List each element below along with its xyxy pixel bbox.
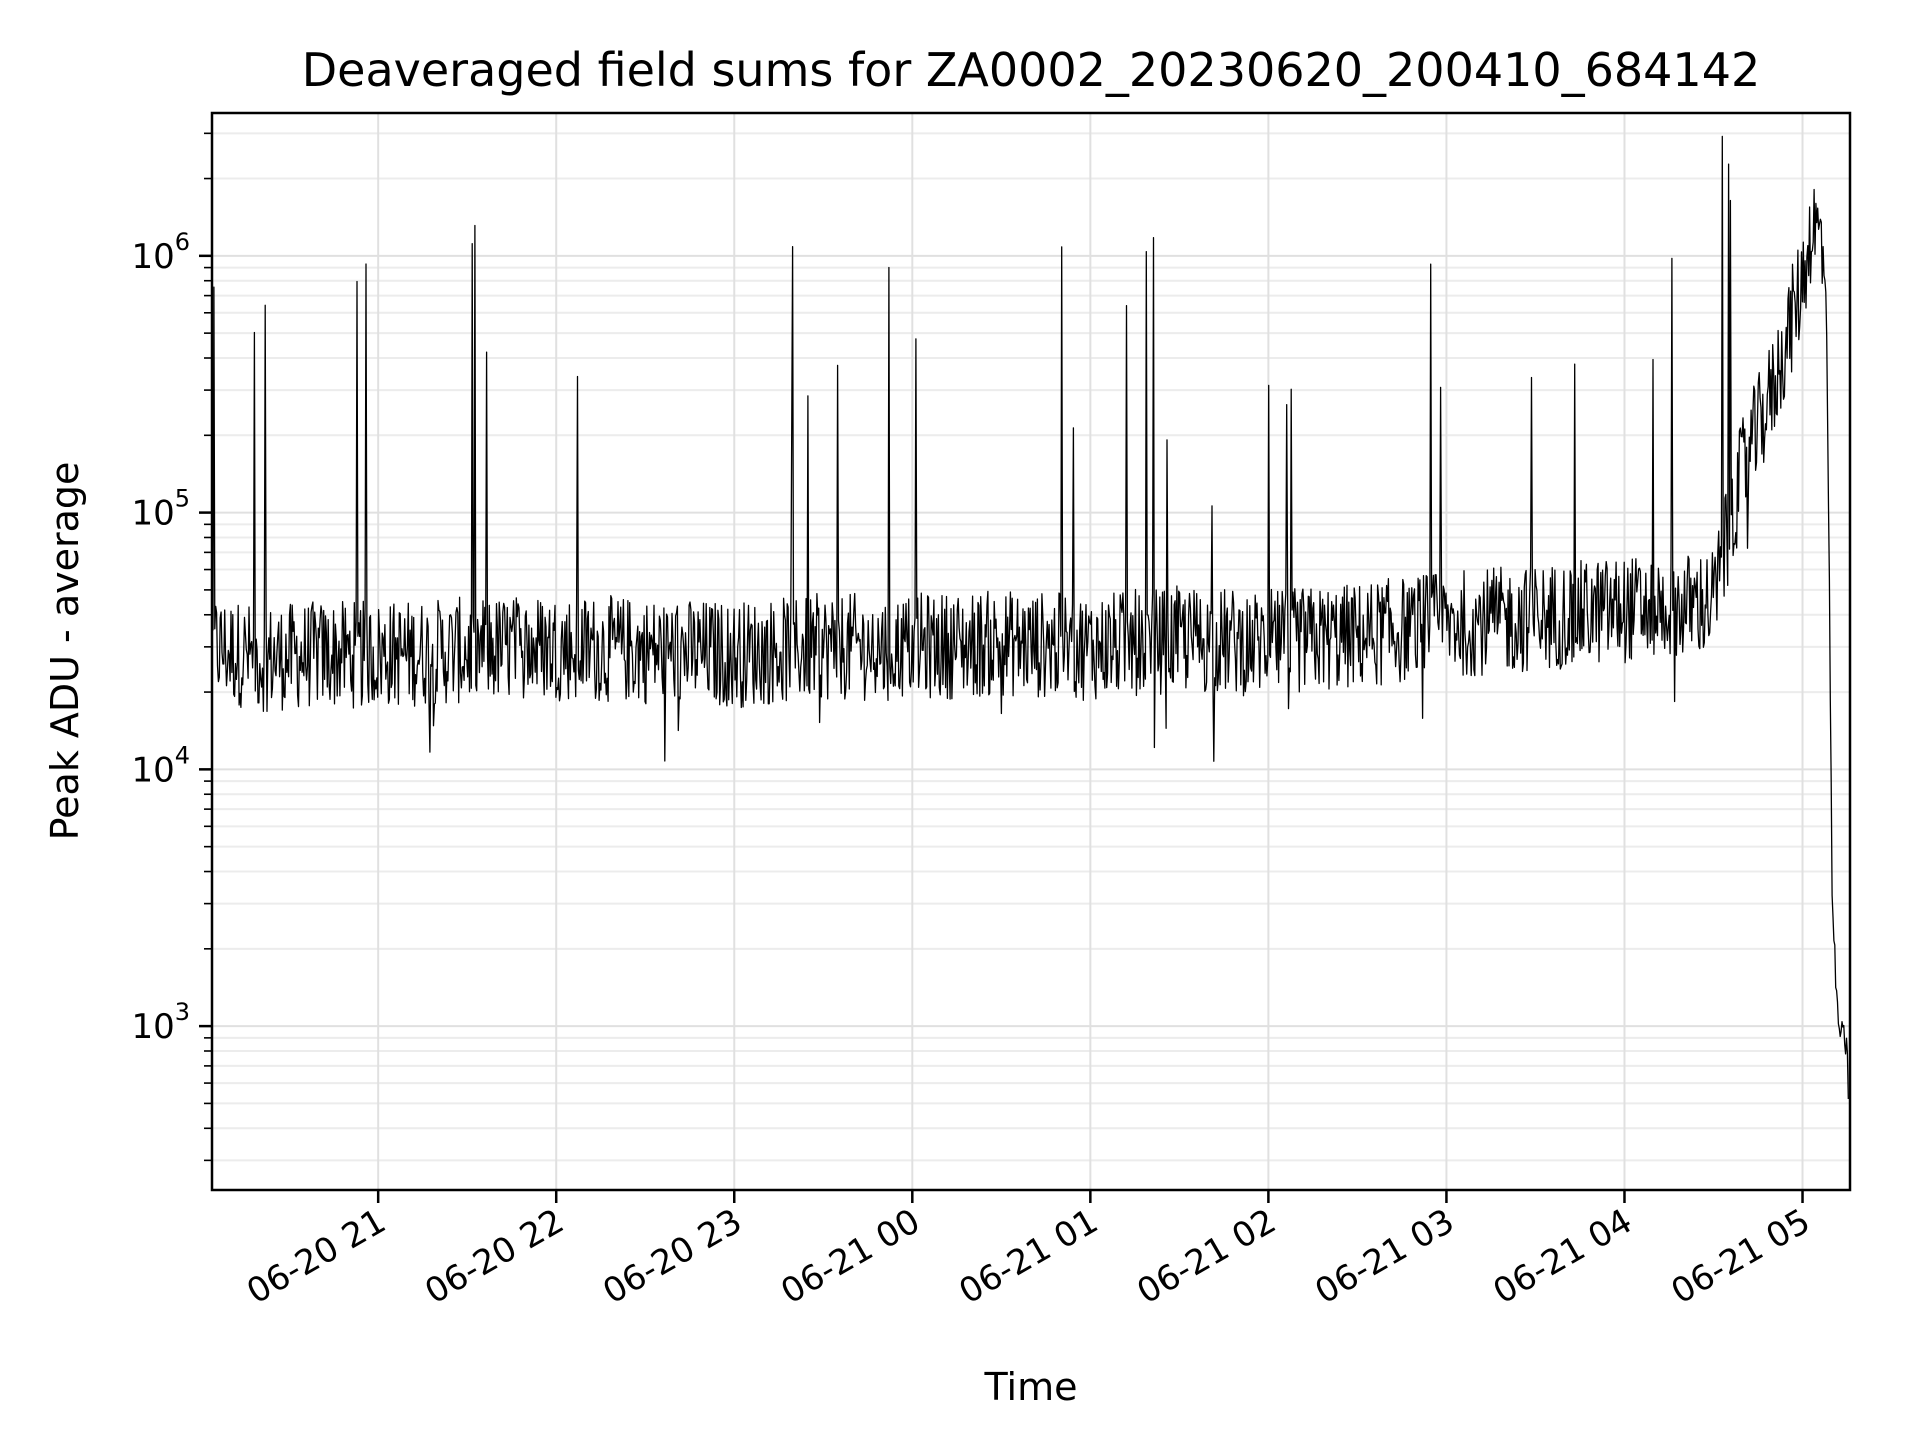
- y-tick-label: 106: [131, 228, 190, 277]
- y-tick-label: 103: [131, 998, 190, 1047]
- plot-frame: [210, 111, 1852, 1192]
- x-axis-label: Time: [984, 1365, 1078, 1409]
- series-line: [212, 135, 1849, 1100]
- grid: [212, 113, 1850, 1190]
- y-tick-label: 104: [131, 741, 190, 790]
- chart-title: Deaveraged field sums for ZA0002_2023062…: [302, 43, 1761, 97]
- y-tick-label: 105: [131, 485, 190, 534]
- series-layer: [212, 135, 1849, 1100]
- y-axis: 103 104 105 106: [131, 132, 212, 1162]
- y-axis-label: Peak ADU - average: [43, 462, 87, 841]
